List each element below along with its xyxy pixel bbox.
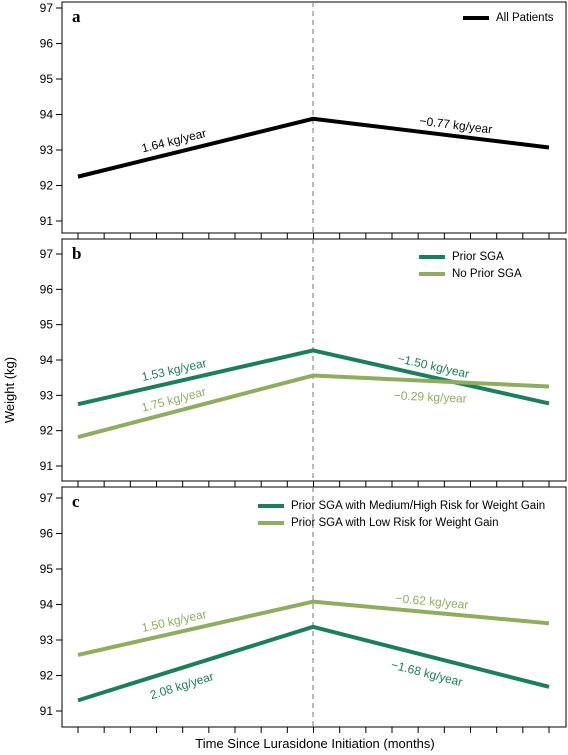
rate-label: 1.64 kg/year [140, 126, 207, 155]
y-tick-label: 93 [40, 633, 54, 647]
y-tick-label: 97 [40, 491, 54, 505]
y-tick-label: 95 [40, 562, 54, 576]
x-axis-title: Time Since Lurasidone Initiation (months… [195, 736, 434, 751]
y-tick-label: 96 [40, 527, 54, 541]
y-tick-label: 95 [40, 318, 54, 332]
series-line [77, 348, 550, 407]
rate-label: −0.29 kg/year [393, 388, 467, 405]
y-tick-label: 91 [40, 459, 54, 473]
y-tick-label: 94 [40, 108, 54, 122]
y-tick-label: 96 [40, 282, 54, 296]
rate-label: −0.62 kg/year [395, 591, 469, 612]
y-tick-label: 92 [40, 179, 54, 193]
y-tick-label: 91 [40, 704, 54, 718]
legend-entry: No Prior SGA [452, 268, 522, 280]
y-tick-label: 91 [40, 214, 54, 228]
panel-letter: c [72, 492, 80, 511]
y-axis-title: Weight (kg) [2, 357, 17, 423]
panel-letter: a [72, 7, 81, 26]
series-line [77, 599, 550, 657]
y-tick-label: 95 [40, 72, 54, 86]
y-tick-label: 93 [40, 143, 54, 157]
series-line [77, 624, 550, 703]
y-tick-label: 94 [40, 353, 54, 367]
y-tick-label: 92 [40, 669, 54, 683]
panel-letter: b [72, 244, 81, 263]
legend-entry: Prior SGA [452, 251, 504, 263]
y-tick-label: 96 [40, 37, 54, 51]
y-tick-label: 92 [40, 424, 54, 438]
legend-entry: Prior SGA with Medium/High Risk for Weig… [291, 500, 545, 512]
legend-entry: All Patients [496, 12, 554, 24]
series-line [77, 373, 550, 439]
rate-label: 1.53 kg/year [140, 356, 208, 384]
series-line [77, 116, 550, 179]
y-tick-label: 97 [40, 1, 54, 15]
legend-entry: Prior SGA with Low Risk for Weight Gain [291, 517, 499, 529]
y-tick-label: 93 [40, 388, 54, 402]
y-tick-label: 94 [40, 598, 54, 612]
y-tick-label: 97 [40, 247, 54, 261]
rate-label: 1.50 kg/year [140, 607, 208, 635]
